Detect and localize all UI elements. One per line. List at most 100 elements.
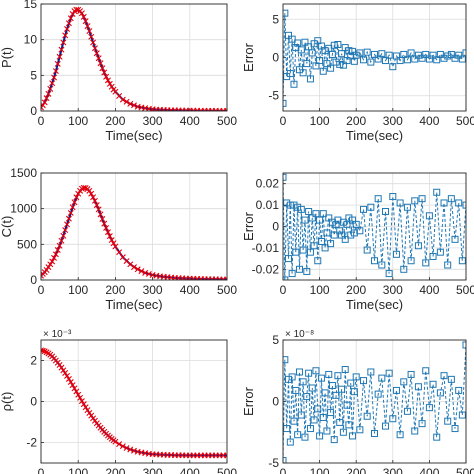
square-marker (458, 257, 466, 265)
square-marker (352, 51, 360, 59)
y-tick-label: 0 (30, 395, 37, 409)
x-marker (116, 249, 123, 256)
x-marker (49, 80, 56, 87)
x-axis-label: Time(sec) (105, 297, 162, 312)
square-marker (347, 379, 355, 387)
square-marker (440, 372, 448, 380)
series-group (41, 347, 227, 459)
square-marker (299, 246, 307, 254)
square-marker (334, 372, 342, 380)
chart-panel-1: 0 100 200 300 400 500 0 5 10 15 Time(sec) P(t) (0, 0, 237, 143)
square-marker (360, 377, 368, 385)
square-marker (330, 231, 338, 239)
square-marker (360, 205, 368, 213)
y-tick-label: 2 (30, 354, 37, 368)
square-marker (347, 52, 355, 60)
x-tick-label: 500 (456, 283, 474, 297)
square-marker (343, 401, 351, 409)
square-marker (356, 49, 364, 57)
square-marker (381, 422, 389, 430)
square-marker (295, 265, 303, 273)
square-marker (283, 173, 287, 181)
square-marker (350, 229, 358, 237)
square-marker (414, 242, 422, 250)
square-marker (283, 457, 287, 463)
square-marker (301, 216, 309, 224)
plot-area (41, 4, 227, 111)
square-marker (462, 49, 466, 57)
x-marker (51, 254, 58, 261)
x-tick-label: 300 (383, 283, 403, 297)
x-marker (101, 220, 108, 227)
square-marker (347, 231, 355, 239)
x-marker (60, 39, 67, 46)
square-marker (425, 212, 433, 220)
square-marker (336, 227, 344, 235)
square-marker (392, 52, 400, 60)
y-tick-label: -0.02 (252, 262, 280, 276)
square-marker (321, 244, 329, 252)
square-marker (429, 380, 437, 388)
square-marker (429, 51, 437, 59)
x-tick-label: 500 (217, 466, 237, 474)
square-marker (436, 248, 444, 256)
x-marker (58, 364, 65, 371)
square-marker (392, 386, 400, 394)
square-marker (400, 50, 408, 58)
square-marker (407, 257, 415, 265)
x-marker (51, 74, 58, 81)
square-marker (312, 367, 320, 375)
square-marker (367, 203, 375, 211)
series-group (283, 9, 466, 107)
x-tick-label: 200 (346, 114, 366, 128)
x-tick-label: 0 (38, 466, 45, 474)
square-marker (310, 242, 318, 250)
square-marker (455, 51, 463, 59)
square-marker (327, 64, 335, 72)
square-marker (425, 404, 433, 412)
y-tick-label: 5 (272, 12, 279, 26)
square-marker (455, 199, 463, 207)
x-marker (64, 25, 71, 32)
x-marker (64, 221, 71, 228)
square-marker (330, 436, 338, 444)
square-marker (396, 431, 404, 439)
y-axis-label: ρ(t) (0, 392, 14, 412)
chart-panel-5: 0 100 200 300 400 500 -2 0 2 ρ(t) × 10⁻³ (0, 329, 237, 474)
plot-area (41, 173, 227, 280)
x-marker (127, 261, 134, 268)
square-marker (328, 382, 336, 390)
x-marker (78, 398, 85, 405)
square-marker (288, 373, 296, 381)
x-marker (86, 187, 93, 194)
square-marker (328, 50, 336, 58)
square-marker (336, 418, 344, 426)
x-marker (45, 264, 52, 271)
x-marker (104, 229, 111, 236)
x-marker (99, 65, 106, 72)
square-marker (422, 50, 430, 58)
square-marker (433, 188, 441, 196)
x-marker (112, 243, 119, 250)
square-marker (334, 216, 342, 224)
y-tick-label: -2 (26, 436, 37, 450)
x-marker (86, 28, 93, 35)
square-marker (294, 39, 302, 47)
x-marker (90, 39, 97, 46)
square-marker (389, 63, 397, 71)
x-marker (73, 6, 80, 13)
x-marker (103, 224, 110, 231)
x-marker (80, 401, 87, 408)
x-marker (116, 441, 123, 448)
square-marker (429, 252, 437, 260)
square-marker (451, 425, 459, 433)
x-marker (104, 77, 111, 84)
square-marker (338, 231, 346, 239)
square-marker (284, 31, 292, 39)
square-marker (332, 391, 340, 399)
square-marker (411, 55, 419, 63)
square-marker (317, 42, 325, 50)
x-marker (67, 379, 74, 386)
x-marker (52, 251, 59, 258)
